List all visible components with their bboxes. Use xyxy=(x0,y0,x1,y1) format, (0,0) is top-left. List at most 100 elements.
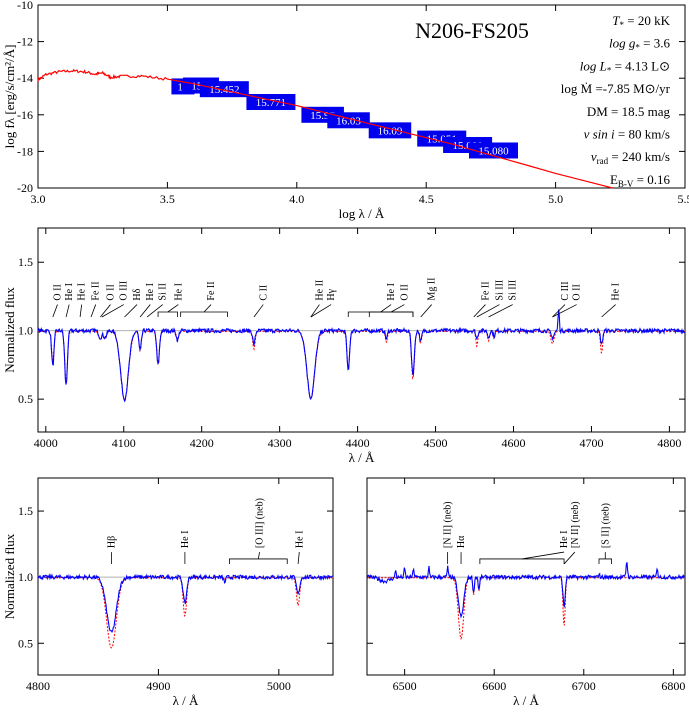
line-label: Hδ xyxy=(132,288,143,300)
x-tick-label: 5.5 xyxy=(678,192,689,206)
stellar-parameter: vrad = 240 km/s xyxy=(591,149,670,166)
photometry-label: 16.09 xyxy=(378,125,403,137)
line-label: Mg II xyxy=(427,278,438,301)
y-tick-label: 0.5 xyxy=(18,636,33,650)
line-label: Hβ xyxy=(106,536,117,548)
stellar-parameter: T* = 20 kK xyxy=(612,13,670,30)
x-tick-label: 4200 xyxy=(190,436,214,450)
line-marker xyxy=(101,304,124,318)
model-spectrum xyxy=(38,577,333,649)
line-label: He I xyxy=(145,283,156,301)
x-tick-label: 4500 xyxy=(424,436,448,450)
line-marker xyxy=(52,304,58,318)
plot-frame xyxy=(366,477,686,676)
line-marker-bracket xyxy=(229,558,288,564)
y-tick-label: -10 xyxy=(17,0,33,12)
line-marker-bracket xyxy=(180,311,228,317)
photometry-box xyxy=(468,142,518,159)
plot-frame xyxy=(37,477,334,676)
line-marker xyxy=(552,304,566,318)
line-label: He I xyxy=(77,283,88,301)
stellar-parameter: log g* = 3.6 xyxy=(609,36,670,53)
line-marker xyxy=(552,304,577,318)
stellar-parameter: log L* = 4.13 L⊙ xyxy=(580,58,670,75)
line-label: Si III xyxy=(508,280,519,301)
line-label: O II xyxy=(52,284,63,300)
stellar-parameter: DM = 18.5 mag xyxy=(587,104,671,119)
x-axis-label: λ / Å xyxy=(349,450,375,465)
line-label: He I xyxy=(180,531,191,549)
photometry-label: 15.771 xyxy=(256,97,286,109)
line-label: Fe II xyxy=(91,281,102,300)
x-tick-label: 3.5 xyxy=(160,192,175,206)
line-label: Hα xyxy=(456,535,467,548)
x-tick-label: 4900 xyxy=(146,679,170,693)
stellar-parameter: v sin i = 80 km/s xyxy=(584,127,670,142)
line-marker xyxy=(100,304,111,318)
line-marker-bracket xyxy=(368,311,414,317)
y-tick-label: 0.5 xyxy=(18,392,33,406)
line-marker xyxy=(488,304,513,318)
line-marker xyxy=(139,304,151,318)
line-label: He I xyxy=(64,283,75,301)
stellar-parameter: log Ṁ =-7.85 M⊙/yr xyxy=(561,81,671,96)
x-tick-label: 4.0 xyxy=(289,192,304,206)
line-identifications: Hβ He I [O III] (neb) He I xyxy=(106,498,305,564)
line-marker xyxy=(297,552,300,564)
line-marker xyxy=(476,304,500,318)
line-marker xyxy=(65,304,70,318)
observed-spectrum xyxy=(37,309,685,403)
y-tick-label: -14 xyxy=(17,71,33,85)
line-label: He II xyxy=(314,280,325,301)
line-label: O II xyxy=(399,284,410,300)
line-label: He I xyxy=(173,283,184,301)
line-marker-bracket xyxy=(347,311,414,317)
x-tick-label: 5.0 xyxy=(548,192,563,206)
photometry-label: 16.03 xyxy=(336,115,361,127)
chart-title: N206-FS205 xyxy=(415,18,529,43)
x-axis-label: λ / Å xyxy=(513,693,539,708)
line-marker-bracket xyxy=(479,558,565,564)
x-axis-label: log λ / Å xyxy=(339,206,385,221)
line-marker xyxy=(79,304,83,318)
y-tick-label: 1.5 xyxy=(18,255,33,269)
line-label: Si III xyxy=(494,280,505,301)
x-tick-label: 5000 xyxy=(267,679,291,693)
line-label: He I xyxy=(559,531,570,549)
x-tick-label: 4000 xyxy=(34,436,58,450)
line-label: O II xyxy=(572,284,583,300)
x-tick-label: 4400 xyxy=(346,436,370,450)
line-label: [S II] (neb) xyxy=(600,503,611,548)
line-label: C II xyxy=(258,285,269,301)
line-marker xyxy=(473,304,486,318)
y-tick-label: 1.0 xyxy=(18,570,33,584)
line-label: Fe II xyxy=(206,281,217,300)
line-label: Si II xyxy=(158,283,169,301)
y-tick-label: -20 xyxy=(17,181,33,195)
model-spectrum xyxy=(38,330,685,401)
line-label: Fe II xyxy=(480,281,491,300)
line-marker xyxy=(310,304,332,318)
line-marker xyxy=(310,304,320,318)
x-tick-label: 6600 xyxy=(482,679,506,693)
line-label: [O III] (neb) xyxy=(255,498,266,548)
line-marker xyxy=(146,304,163,318)
x-tick-label: 6700 xyxy=(572,679,596,693)
panel-blue: 4000 4100 4200 4300 4400 4500 4600 4700 4800 0.5 1… xyxy=(2,227,686,465)
y-tick-label: -16 xyxy=(17,108,33,122)
observed-spectrum xyxy=(366,562,685,619)
line-label: He I xyxy=(294,531,305,549)
line-label: C III xyxy=(560,281,571,300)
y-axis-label: log fλ [erg/s/cm²/Å] xyxy=(2,45,17,149)
observed-spectrum xyxy=(37,573,333,634)
line-identifications: O II He I He I Fe II O II O III Hδ He I Si II He … xyxy=(52,278,622,318)
plot-frame xyxy=(37,4,686,189)
x-tick-label: 4600 xyxy=(502,436,526,450)
line-marker xyxy=(257,552,260,560)
line-marker-bracket xyxy=(598,558,612,564)
x-tick-label: 6800 xyxy=(661,679,685,693)
sed-model-line xyxy=(37,68,613,189)
x-tick-label: 4800 xyxy=(26,679,50,693)
